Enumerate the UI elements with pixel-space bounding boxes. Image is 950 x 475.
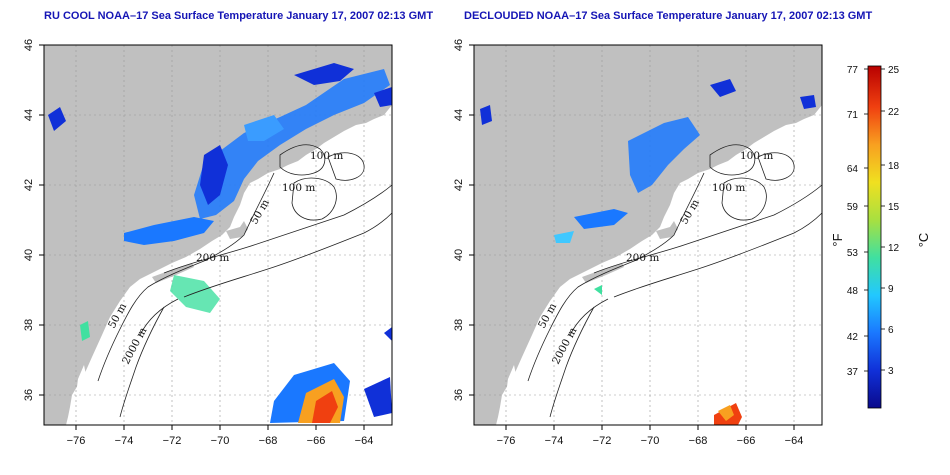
colorbar-c-tick: 15: [888, 202, 900, 213]
left-map-panel: 100 m 100 m 50 m 200 m 50 m 2000 m: [43, 44, 393, 426]
left-lon-tick: −64: [355, 435, 374, 447]
left-contour-label-100m-a: 100 m: [310, 150, 343, 162]
left-lon-tick: −66: [307, 435, 326, 447]
right-lon-tick: −64: [785, 435, 804, 447]
colorbar-f-tick: 77: [847, 65, 859, 76]
colorbar-c-tick: 9: [888, 284, 894, 295]
right-axes: −76 −74 −72 −70 −68 −66 −64 46 44 42 40 …: [453, 39, 803, 447]
colorbar-c-tick: 25: [888, 65, 900, 76]
colorbar-f-tick: 37: [847, 367, 859, 378]
left-contour-label-200m: 200 m: [196, 252, 229, 264]
colorbar-f-tick: 64: [847, 164, 859, 175]
colorbar-f-tick: 71: [847, 110, 859, 121]
left-panel-title: RU COOL NOAA–17 Sea Surface Temperature …: [44, 10, 434, 22]
left-lon-tick: −76: [67, 435, 86, 447]
left-lon-tick: −74: [115, 435, 134, 447]
left-lon-tick: −70: [211, 435, 230, 447]
left-contour-label-100m-b: 100 m: [282, 182, 315, 194]
colorbar-gradient: [867, 65, 882, 409]
colorbar-f-tick: 59: [847, 202, 859, 213]
colorbar-f-tick: 53: [847, 248, 859, 259]
left-lat-tick: 42: [23, 179, 35, 191]
right-lon-tick: −76: [497, 435, 516, 447]
left-lon-tick: −72: [163, 435, 182, 447]
right-lon-tick: −72: [593, 435, 612, 447]
right-lat-tick: 46: [453, 39, 465, 51]
colorbar-c-tick: 6: [888, 325, 894, 336]
right-contour-label-200m: 200 m: [626, 252, 659, 264]
right-contour-label-100m-b: 100 m: [712, 182, 745, 194]
right-lat-tick: 38: [453, 319, 465, 331]
left-plot-frame: [43, 44, 393, 426]
colorbar-f-tick: 42: [847, 332, 859, 343]
right-lat-tick: 36: [453, 389, 465, 401]
right-lon-tick: −74: [545, 435, 564, 447]
left-lat-tick: 46: [23, 39, 35, 51]
right-map-panel: 100 m 100 m 50 m 200 m 50 m 2000 m: [473, 44, 823, 426]
right-lat-tick: 42: [453, 179, 465, 191]
left-lat-tick: 44: [23, 109, 35, 121]
right-gridlines: [474, 45, 822, 425]
left-lat-tick: 38: [23, 319, 35, 331]
colorbar-c-tick: 18: [888, 161, 900, 172]
colorbar-fahrenheit-unit: °F: [830, 233, 845, 246]
right-plot-frame: [473, 44, 823, 426]
right-lon-tick: −70: [641, 435, 660, 447]
right-lon-tick: −66: [737, 435, 756, 447]
right-lat-tick: 44: [453, 109, 465, 121]
right-panel-title: DECLOUDED NOAA–17 Sea Surface Temperatur…: [464, 10, 873, 22]
colorbar-f-tick: 48: [847, 286, 859, 297]
colorbar-c-tick: 12: [888, 243, 900, 254]
left-axes: −76 −74 −72 −70 −68 −66 −64 46 44 42 40 …: [23, 39, 373, 447]
right-lat-tick: 40: [453, 249, 465, 261]
colorbar-celsius-unit: °C: [916, 233, 931, 248]
left-lat-tick: 36: [23, 389, 35, 401]
left-lat-tick: 40: [23, 249, 35, 261]
left-lon-tick: −68: [259, 435, 278, 447]
right-sst-field: [480, 79, 816, 425]
right-contour-label-100m-a: 100 m: [740, 150, 773, 162]
colorbar-c-tick: 3: [888, 366, 894, 377]
right-lon-tick: −68: [689, 435, 708, 447]
left-sst-field: [48, 63, 392, 423]
colorbar-c-tick: 22: [888, 107, 900, 118]
colorbar: 77 71 64 59 53 48 42 37 25 22 18 15 12 9…: [830, 65, 931, 409]
